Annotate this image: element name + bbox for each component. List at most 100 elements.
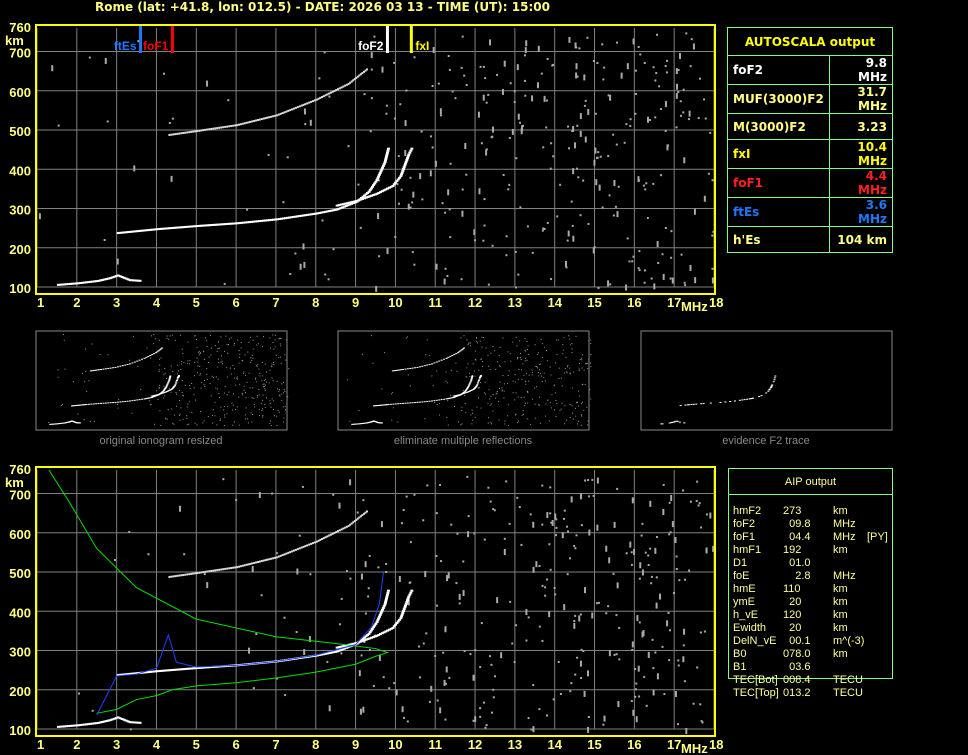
thumbnail-trace-point — [148, 397, 151, 399]
noise-point — [631, 497, 634, 504]
noise-point — [303, 649, 306, 656]
thumbnail-noise — [519, 357, 521, 359]
thumbnail-noise — [284, 406, 286, 408]
noise-point — [582, 179, 585, 182]
noise-point — [682, 111, 685, 114]
noise-point — [639, 53, 642, 56]
trace-point-Es — [96, 279, 100, 282]
thumbnail-trace-point — [49, 423, 52, 425]
thumbnail-noise — [384, 352, 386, 354]
param-label: MUF(3000)F2 — [727, 84, 830, 114]
x-tick-label: 13 — [508, 295, 522, 310]
trace-point-multiple-reflection — [326, 535, 329, 538]
trace-point-F-ordinary — [370, 627, 374, 630]
thumbnail-noise — [117, 407, 119, 409]
thumbnail-noise — [264, 406, 266, 408]
thumbnail-noise — [558, 377, 560, 379]
thumbnail-trace-point — [692, 403, 695, 405]
thumbnail-noise — [238, 396, 240, 398]
noise-point — [689, 264, 692, 271]
noise-point — [247, 647, 250, 654]
param-unit: km — [833, 609, 848, 621]
trace-point-F-extraordinary — [371, 636, 375, 639]
thumbnail-noise — [206, 368, 208, 370]
noise-point — [607, 605, 610, 608]
noise-point — [437, 82, 440, 85]
thumbnail-noise — [538, 404, 540, 406]
thumbnail-noise — [181, 348, 183, 350]
trace-point-multiple-reflection — [168, 133, 171, 136]
aip-row: TEC[Top] 013.2 TECU — [733, 687, 933, 700]
noise-point — [586, 479, 589, 482]
trace-point-F-extraordinary — [364, 196, 368, 199]
trace-point-multiple-reflection — [208, 570, 211, 573]
noise-point — [128, 530, 131, 533]
trace-point-F-ordinary — [240, 221, 244, 224]
trace-point-Es — [66, 725, 70, 728]
thumbnail-noise — [583, 369, 585, 371]
noise-point — [540, 72, 543, 75]
thumbnail-noise — [472, 363, 474, 365]
thumbnail-noise — [588, 340, 590, 342]
noise-point — [283, 616, 286, 619]
thumbnail-noise — [525, 373, 527, 375]
thumbnail-noise — [499, 346, 501, 348]
trace-point-F-ordinary — [202, 666, 206, 669]
noise-point — [443, 278, 446, 285]
noise-point — [458, 593, 461, 600]
thumbnail-noise — [270, 420, 272, 422]
noise-point — [649, 547, 652, 550]
thumbnail-noise — [247, 422, 249, 424]
noise-point — [666, 144, 669, 151]
thumbnail-noise — [265, 381, 267, 383]
param-value: 273 — [783, 505, 802, 517]
thumbnail-noise — [494, 350, 496, 352]
noise-point — [183, 553, 186, 556]
thumbnail-trace-point — [746, 398, 749, 400]
trace-point-multiple-reflection — [313, 541, 316, 544]
noise-point — [467, 515, 470, 518]
trace-point-F-ordinary — [279, 217, 283, 220]
ionogram-panel-aip-ionogram: 1 2 3 4 5 6 7 8 9 10 11 12 13 14 15 16 17 18MHz1002003004… — [5, 462, 723, 755]
thumbnail-trace-point — [173, 385, 176, 387]
trace-point-F-extraordinary — [382, 631, 386, 634]
thumbnail-noise — [492, 345, 494, 347]
trace-point-F-ordinary — [134, 672, 138, 675]
thumbnail-trace-point — [453, 396, 456, 398]
trace-point-F-ordinary — [350, 202, 354, 205]
noise-point — [638, 250, 641, 253]
thumbnail-noise — [555, 362, 557, 364]
trace-point-F-extraordinary — [364, 638, 368, 641]
aip-row: hmE 110 km — [733, 583, 933, 596]
thumbnail-noise — [524, 349, 526, 351]
noise-point — [640, 534, 643, 537]
thumbnail-noise — [72, 381, 74, 383]
thumbnail-noise — [498, 354, 500, 356]
trace-point-F-ordinary — [184, 225, 188, 228]
thumbnail-noise — [520, 396, 522, 398]
thumbnail-trace-point — [154, 395, 157, 397]
trace-point-F-ordinary — [256, 220, 260, 223]
thumbnail-noise — [581, 401, 583, 403]
marker-label-fxI: fxI — [415, 39, 429, 53]
thumbnail-noise — [480, 407, 482, 409]
thumbnail-trace-point — [449, 355, 452, 357]
trace-point-multiple-reflection — [249, 120, 252, 123]
trace-point-multiple-reflection — [204, 128, 207, 131]
noise-point — [635, 682, 638, 685]
thumbnail-noise — [271, 377, 273, 379]
thumbnail-noise — [146, 347, 148, 349]
thumbnail-noise — [470, 414, 472, 416]
noise-point — [582, 650, 585, 653]
noise-point — [654, 547, 657, 554]
trace-point-F-ordinary — [373, 182, 377, 185]
trace-point-multiple-reflection — [172, 133, 175, 136]
thumbnail-noise — [482, 360, 484, 362]
trace-point-F-extraordinary — [384, 188, 388, 191]
trace-point-multiple-reflection — [319, 96, 322, 99]
thumbnail-trace-point — [752, 397, 755, 399]
thumbnail-trace-point — [435, 399, 438, 401]
thumbnail-noise — [269, 422, 271, 424]
thumbnail-noise — [187, 403, 189, 405]
thumbnail-noise — [471, 409, 473, 411]
